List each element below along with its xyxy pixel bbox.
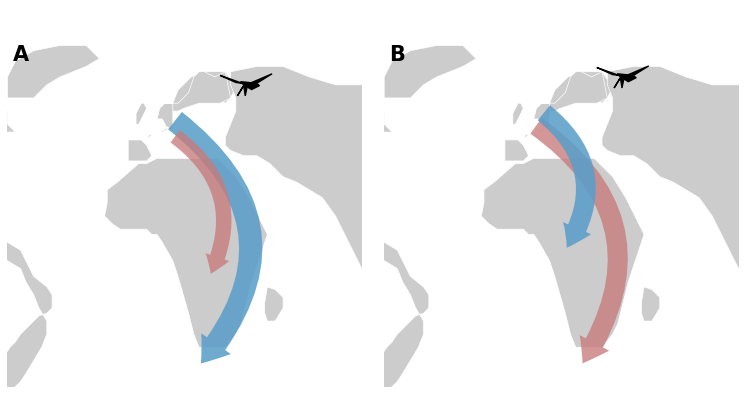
Polygon shape bbox=[125, 72, 236, 161]
Polygon shape bbox=[319, 224, 429, 400]
Polygon shape bbox=[161, 67, 392, 140]
Polygon shape bbox=[104, 158, 267, 347]
Polygon shape bbox=[7, 45, 99, 98]
Polygon shape bbox=[617, 74, 636, 82]
FancyArrowPatch shape bbox=[171, 130, 231, 274]
Polygon shape bbox=[542, 72, 607, 111]
Polygon shape bbox=[627, 66, 649, 76]
Polygon shape bbox=[502, 72, 612, 161]
Polygon shape bbox=[0, 67, 16, 140]
FancyArrowPatch shape bbox=[538, 105, 596, 248]
Polygon shape bbox=[128, 140, 152, 161]
Text: B: B bbox=[389, 45, 405, 65]
FancyArrowPatch shape bbox=[530, 118, 628, 363]
Polygon shape bbox=[265, 287, 283, 321]
Polygon shape bbox=[513, 103, 523, 124]
Polygon shape bbox=[220, 75, 242, 83]
Polygon shape bbox=[237, 85, 244, 96]
Polygon shape bbox=[597, 67, 619, 75]
Text: A: A bbox=[13, 45, 29, 65]
Polygon shape bbox=[136, 103, 146, 124]
Polygon shape bbox=[250, 74, 272, 83]
Polygon shape bbox=[602, 67, 746, 269]
Polygon shape bbox=[165, 72, 231, 111]
Polygon shape bbox=[240, 82, 260, 90]
FancyArrowPatch shape bbox=[168, 112, 263, 364]
Polygon shape bbox=[225, 67, 519, 269]
Polygon shape bbox=[621, 78, 624, 88]
Polygon shape bbox=[481, 158, 644, 347]
Polygon shape bbox=[244, 85, 247, 96]
Polygon shape bbox=[642, 287, 659, 321]
Polygon shape bbox=[384, 45, 476, 98]
Polygon shape bbox=[0, 224, 52, 400]
Polygon shape bbox=[505, 140, 529, 161]
Polygon shape bbox=[614, 78, 621, 88]
